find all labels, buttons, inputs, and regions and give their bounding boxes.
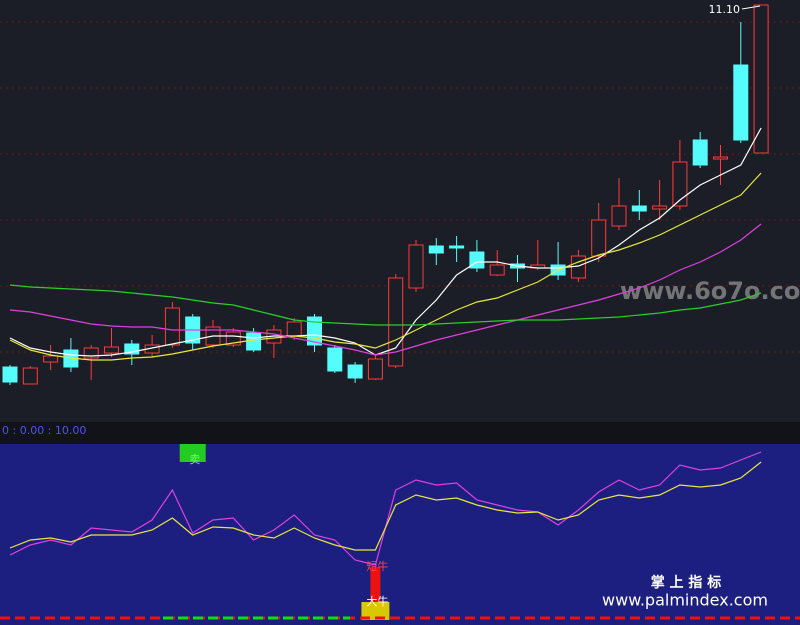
high-label: 11.10 (709, 3, 741, 16)
candle-body (43, 355, 59, 363)
candle-body (164, 307, 180, 346)
line (9, 223, 762, 356)
candle-body (692, 139, 708, 166)
candle-body (611, 205, 627, 227)
candle-body (428, 245, 444, 254)
candle-body (753, 4, 769, 154)
candle-body (124, 343, 140, 355)
high-arrow (741, 5, 761, 10)
candle-body (286, 321, 302, 337)
signal-bar (361, 602, 390, 620)
signal-label: 短牛 (366, 559, 388, 573)
candle-body (489, 264, 505, 276)
candle-body (713, 156, 728, 160)
watermark: 掌 上 指 标 (651, 574, 722, 591)
watermark: www.6o7o.com (620, 277, 800, 305)
candle-body (327, 347, 343, 372)
candle-body (408, 244, 424, 289)
signal-label: 大牛 (366, 594, 388, 608)
candle-body (652, 205, 668, 210)
line (9, 284, 762, 326)
candle-body (2, 366, 18, 383)
indicator-header (0, 422, 800, 444)
signal-label: 卖 (189, 453, 200, 466)
indicator-label: 0 : 0.00 : 10.00 (2, 424, 86, 437)
line (9, 461, 762, 551)
candle-body (83, 347, 99, 359)
candle-body (631, 205, 647, 212)
candle-body (367, 358, 383, 380)
candle-body (225, 331, 241, 346)
signal-bar (179, 444, 206, 462)
candle-body (22, 367, 38, 385)
candle-body (104, 346, 119, 354)
candle-body (246, 332, 262, 351)
watermark: www.palmindex.com (602, 591, 768, 610)
line (9, 172, 762, 361)
candle-body (733, 64, 749, 141)
line (9, 127, 762, 357)
candle-body (672, 161, 688, 207)
candle-body (449, 245, 465, 249)
candle-body (591, 219, 607, 257)
signal-bar (370, 567, 381, 620)
candle-body (347, 364, 363, 379)
